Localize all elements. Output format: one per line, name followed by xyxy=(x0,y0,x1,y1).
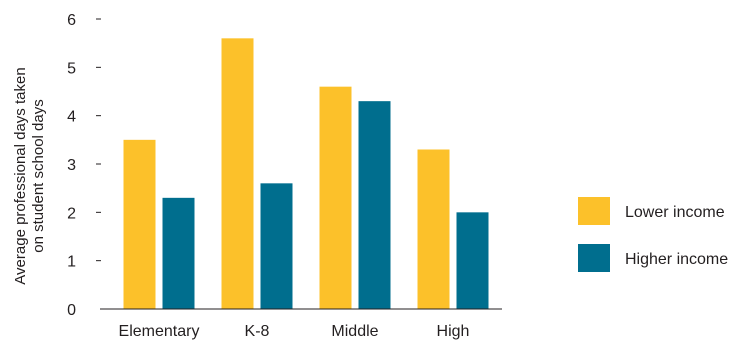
y-tick-label: 4 xyxy=(67,109,76,126)
x-axis-labels: Elementary K-8 Middle High xyxy=(119,323,470,340)
y-tick-label: 6 xyxy=(67,12,76,29)
legend-swatch xyxy=(578,197,610,225)
x-tick-label: Elementary xyxy=(119,323,200,340)
y-tick-label: 5 xyxy=(67,60,76,77)
x-tick-label: High xyxy=(437,323,470,340)
bar-higher-income-middle xyxy=(358,101,391,310)
y-tick-label: 3 xyxy=(67,157,76,174)
bar-higher-income-high xyxy=(456,212,489,309)
y-tick-label: 2 xyxy=(67,205,76,222)
bar-lower-income-high xyxy=(417,149,450,309)
bar-higher-income-k-8 xyxy=(260,183,293,309)
legend-label: Higher income xyxy=(625,251,728,268)
bars-group xyxy=(123,38,489,310)
legend-label: Lower income xyxy=(625,204,725,221)
y-axis-title: Average professional days taken on stude… xyxy=(12,67,47,284)
y-axis-title-line-1: Average professional days taken xyxy=(12,67,29,284)
bar-higher-income-elementary xyxy=(162,197,195,309)
bar-lower-income-middle xyxy=(319,86,352,310)
y-axis: 0 1 2 3 4 5 6 xyxy=(67,12,101,319)
bar-lower-income-elementary xyxy=(123,139,156,309)
y-tick-label: 0 xyxy=(67,302,76,319)
bar-lower-income-k-8 xyxy=(221,38,254,309)
x-tick-label: Middle xyxy=(331,323,378,340)
x-tick-label: K-8 xyxy=(245,323,270,340)
y-axis-title-line-2: on student school days xyxy=(30,99,47,252)
y-tick-label: 1 xyxy=(67,254,76,271)
legend-swatch xyxy=(578,244,610,272)
legend: Lower income Higher income xyxy=(578,197,728,272)
